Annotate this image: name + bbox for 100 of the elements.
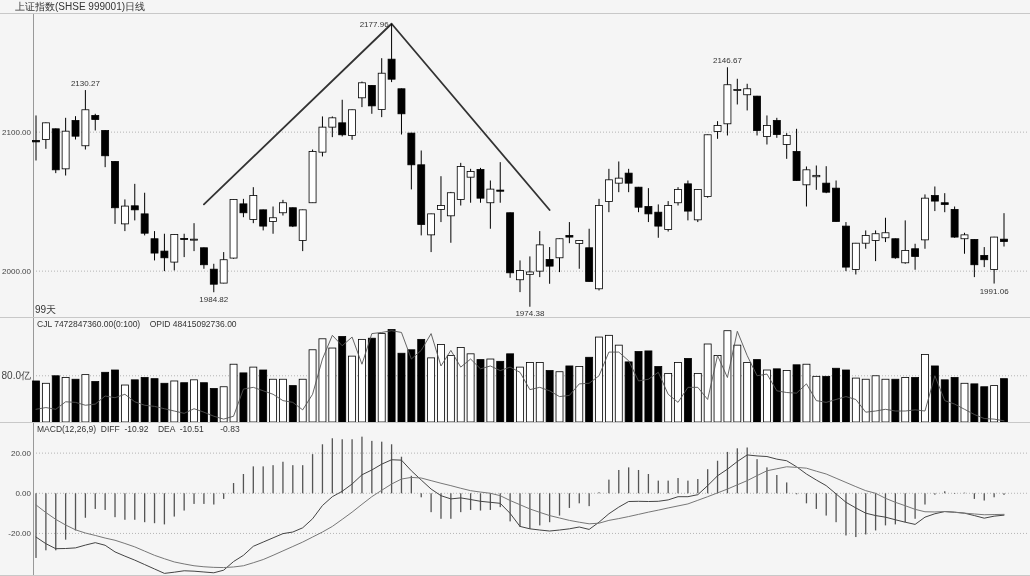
bar <box>200 382 208 423</box>
candlestick <box>763 114 771 146</box>
bar <box>595 336 603 423</box>
bar <box>446 355 455 423</box>
candlestick <box>525 255 534 308</box>
bar <box>516 366 524 423</box>
bar <box>121 384 129 423</box>
bar <box>832 367 840 423</box>
bar <box>930 365 939 423</box>
candlestick <box>32 114 40 161</box>
candlestick <box>605 168 613 213</box>
bar <box>190 379 198 423</box>
annotation: 1991.06 <box>979 286 1010 296</box>
candlestick <box>41 121 50 150</box>
annotation: 99天 <box>35 304 57 315</box>
bar <box>41 382 50 423</box>
bar <box>111 369 119 423</box>
candlestick <box>427 213 435 253</box>
candlestick <box>259 209 268 231</box>
chart-title: CJL 7472847360.00(0:100) OPID 48415092736.00 <box>37 319 237 329</box>
candlestick <box>674 186 682 207</box>
candlestick <box>575 239 584 270</box>
candlestick <box>930 185 939 212</box>
bar <box>585 356 594 423</box>
bar <box>851 377 860 423</box>
bar <box>130 379 139 423</box>
bar <box>842 369 850 423</box>
candlestick <box>516 259 524 293</box>
candlestick <box>140 192 149 236</box>
bar <box>772 368 781 423</box>
bar <box>32 380 40 423</box>
bar <box>209 388 218 423</box>
candlestick <box>1000 212 1008 248</box>
bar <box>901 377 910 423</box>
bar <box>743 362 752 423</box>
bar <box>417 338 426 423</box>
y-tick-label: 0.00 <box>15 489 32 499</box>
bar <box>338 336 347 423</box>
candlestick <box>121 198 129 232</box>
chart-title: MACD(12,26,9) DIFF -10.92 DEA -10.51 -0.83 <box>37 424 240 434</box>
y-tick-label: -20.00 <box>8 529 32 539</box>
bar <box>911 377 919 423</box>
y-tick-label: 80.0亿 <box>1 369 31 381</box>
candlestick <box>338 99 347 137</box>
bar <box>259 369 268 423</box>
bar <box>180 382 189 423</box>
candlestick <box>437 175 445 223</box>
bar <box>822 375 831 423</box>
bar <box>763 369 771 423</box>
bar <box>367 337 376 423</box>
candlestick <box>624 168 633 193</box>
annotation: 2146.67 <box>712 56 743 66</box>
y-tick-label: 2000.00 <box>2 267 32 277</box>
candlestick <box>911 243 919 271</box>
bar <box>921 354 929 423</box>
candlestick <box>822 165 831 194</box>
candlestick <box>358 81 366 108</box>
candlestick <box>901 219 910 265</box>
annotation: 1984.82 <box>199 295 229 305</box>
bar <box>614 344 623 423</box>
candlestick <box>664 200 673 233</box>
bar <box>525 362 534 423</box>
candlestick <box>772 117 781 139</box>
candlestick <box>269 206 277 235</box>
bar <box>664 373 673 423</box>
bar <box>279 378 287 423</box>
bar <box>693 373 702 423</box>
candlestick <box>200 247 208 270</box>
bar <box>1000 378 1008 423</box>
candlestick <box>180 233 189 258</box>
candlestick <box>565 221 574 244</box>
candlestick <box>940 192 949 213</box>
chart-title: 上证指数(SHSE 999001)日线 <box>15 1 146 12</box>
annotation: 2130.27 <box>70 79 101 89</box>
candlestick <box>555 237 564 273</box>
bar <box>674 362 682 423</box>
bar <box>437 344 445 423</box>
bar <box>753 359 761 423</box>
annotation: 2177.96 <box>359 19 390 29</box>
candlestick <box>891 237 900 260</box>
annotation: 1974.38 <box>515 309 545 318</box>
bar <box>269 378 277 423</box>
bar <box>605 334 613 423</box>
candlestick <box>743 83 752 111</box>
y-tick-label: 20.00 <box>10 449 32 459</box>
candlestick <box>367 84 376 115</box>
bar <box>427 357 435 423</box>
bar <box>358 338 366 423</box>
bar <box>288 385 297 423</box>
candlestick <box>446 191 455 244</box>
candlestick <box>219 251 228 284</box>
y-tick-label: 2100.00 <box>2 128 32 138</box>
candlestick <box>782 132 791 160</box>
bar <box>348 355 356 423</box>
bar <box>684 358 692 423</box>
bar <box>990 385 999 423</box>
bar <box>101 371 110 423</box>
candlestick <box>130 183 139 221</box>
candlestick <box>209 263 218 293</box>
candlestick <box>190 222 198 252</box>
